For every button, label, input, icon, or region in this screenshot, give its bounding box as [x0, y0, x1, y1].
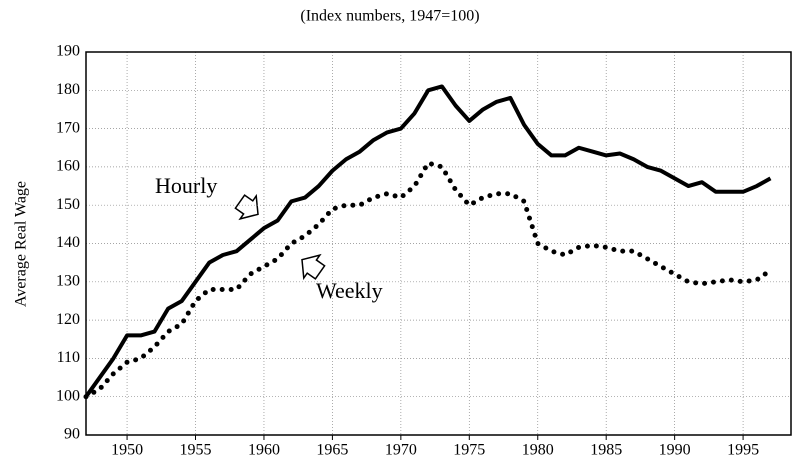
x-tick-label: 1995 — [727, 442, 759, 459]
x-tick-label: 1980 — [522, 442, 554, 459]
x-tick-label: 1965 — [316, 442, 348, 459]
y-tick-label: 110 — [57, 349, 80, 366]
weekly-arrow — [301, 253, 326, 281]
y-tick-label: 190 — [56, 43, 80, 60]
y-tick-label: 170 — [56, 119, 80, 136]
chart-subtitle: (Index numbers, 1947=100) — [300, 8, 479, 25]
plot-frame — [85, 51, 792, 436]
y-tick-label: 130 — [56, 272, 80, 289]
y-tick-label: 150 — [56, 196, 80, 213]
x-tick-label: 1970 — [385, 442, 417, 459]
x-tick-label: 1990 — [659, 442, 691, 459]
y-tick-label: 180 — [56, 81, 80, 98]
hourly-arrow — [234, 193, 259, 221]
x-tick-label: 1975 — [453, 442, 485, 459]
y-tick-label: 140 — [56, 234, 80, 251]
y-tick-label: 120 — [56, 311, 80, 328]
y-axis-label: Average Real Wage — [13, 181, 30, 307]
series-label: Hourly — [155, 173, 217, 198]
series-label: Weekly — [316, 278, 383, 303]
y-tick-label: 90 — [64, 426, 80, 443]
x-tick-label: 1985 — [590, 442, 622, 459]
y-tick-label: 100 — [56, 387, 80, 404]
series-line — [84, 84, 772, 398]
x-tick-label: 1950 — [111, 442, 143, 459]
series-line — [83, 160, 773, 400]
y-tick-label: 160 — [56, 158, 80, 175]
x-tick-label: 1955 — [180, 442, 212, 459]
x-tick-label: 1960 — [248, 442, 280, 459]
